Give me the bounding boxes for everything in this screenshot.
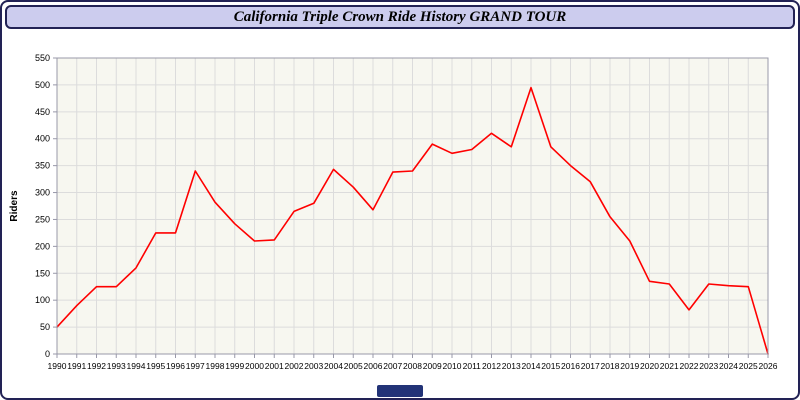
svg-text:2010: 2010 (443, 361, 462, 371)
svg-text:450: 450 (35, 107, 50, 117)
svg-text:2018: 2018 (601, 361, 620, 371)
svg-text:2016: 2016 (561, 361, 580, 371)
svg-text:2002: 2002 (285, 361, 304, 371)
svg-text:100: 100 (35, 295, 50, 305)
svg-text:250: 250 (35, 214, 50, 224)
svg-text:2006: 2006 (364, 361, 383, 371)
svg-text:2007: 2007 (383, 361, 402, 371)
svg-text:2012: 2012 (482, 361, 501, 371)
svg-text:1993: 1993 (107, 361, 126, 371)
svg-text:1998: 1998 (206, 361, 225, 371)
svg-text:2021: 2021 (660, 361, 679, 371)
svg-text:2023: 2023 (699, 361, 718, 371)
svg-text:2003: 2003 (304, 361, 323, 371)
svg-text:50: 50 (40, 322, 50, 332)
svg-text:300: 300 (35, 188, 50, 198)
svg-text:2025: 2025 (739, 361, 758, 371)
svg-text:2015: 2015 (541, 361, 560, 371)
svg-text:1994: 1994 (127, 361, 146, 371)
svg-text:1990: 1990 (48, 361, 67, 371)
svg-text:1999: 1999 (225, 361, 244, 371)
svg-text:2000: 2000 (245, 361, 264, 371)
svg-text:1996: 1996 (166, 361, 185, 371)
svg-text:1995: 1995 (146, 361, 165, 371)
svg-text:2013: 2013 (502, 361, 521, 371)
svg-text:2024: 2024 (719, 361, 738, 371)
svg-text:1997: 1997 (186, 361, 205, 371)
svg-text:2026: 2026 (759, 361, 778, 371)
y-axis-label: Riders (9, 190, 20, 222)
chart-title-bar: California Triple Crown Ride History GRA… (5, 5, 795, 29)
svg-text:350: 350 (35, 161, 50, 171)
svg-text:2014: 2014 (522, 361, 541, 371)
svg-text:150: 150 (35, 268, 50, 278)
bottom-center-badge (377, 385, 423, 397)
svg-text:2005: 2005 (344, 361, 363, 371)
chart-area: 0 50 100 150 200 250 300 350 400 450 500 550 1990 199… (4, 42, 798, 394)
svg-text:2009: 2009 (423, 361, 442, 371)
svg-text:2019: 2019 (620, 361, 639, 371)
svg-text:2017: 2017 (581, 361, 600, 371)
svg-text:2020: 2020 (640, 361, 659, 371)
svg-text:200: 200 (35, 241, 50, 251)
svg-text:500: 500 (35, 80, 50, 90)
chart-title: California Triple Crown Ride History GRA… (233, 8, 567, 25)
svg-text:2011: 2011 (463, 361, 482, 371)
svg-text:2022: 2022 (680, 361, 699, 371)
svg-text:1991: 1991 (67, 361, 86, 371)
svg-text:550: 550 (35, 53, 50, 63)
svg-text:400: 400 (35, 134, 50, 144)
svg-text:1992: 1992 (87, 361, 106, 371)
svg-text:2001: 2001 (265, 361, 284, 371)
svg-text:2008: 2008 (403, 361, 422, 371)
svg-text:0: 0 (45, 349, 50, 359)
svg-text:2004: 2004 (324, 361, 343, 371)
